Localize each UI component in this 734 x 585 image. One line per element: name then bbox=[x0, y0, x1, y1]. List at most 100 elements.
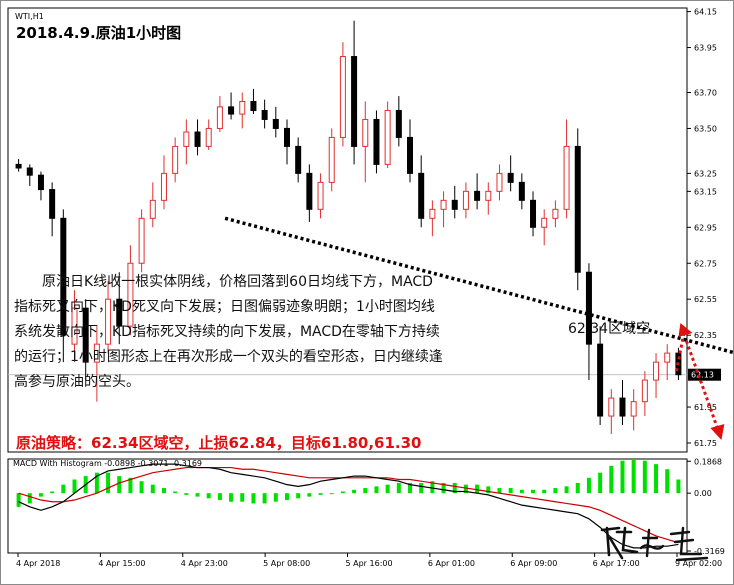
candle-body bbox=[317, 181, 324, 210]
candle-body bbox=[641, 379, 648, 403]
candle-body bbox=[362, 118, 369, 147]
macd-histogram-bar bbox=[631, 459, 636, 494]
macd-histogram-bar bbox=[229, 493, 234, 502]
candle-body bbox=[485, 190, 492, 201]
entry-arrow-line bbox=[674, 330, 686, 372]
candle-body bbox=[60, 217, 67, 336]
macd-histogram-bar bbox=[430, 481, 435, 494]
y-tick-label: 61.75 bbox=[694, 439, 717, 448]
macd-histogram-bar bbox=[262, 493, 267, 504]
y-tick-label: 61.95 bbox=[694, 403, 717, 412]
candle-body bbox=[272, 118, 279, 129]
x-tick-label: 6 Apr 17:00 bbox=[593, 559, 640, 568]
macd-histogram-bar bbox=[128, 477, 133, 494]
candle-body bbox=[205, 127, 212, 147]
candle-body bbox=[563, 145, 570, 210]
candle-body bbox=[160, 172, 167, 201]
macd-histogram-bar bbox=[586, 477, 591, 494]
macd-histogram-bar bbox=[16, 493, 21, 507]
candle-body bbox=[261, 109, 268, 120]
macd-histogram-bar bbox=[240, 493, 245, 502]
macd-histogram-bar bbox=[497, 488, 502, 494]
candle-body bbox=[608, 397, 615, 417]
candle-body bbox=[127, 262, 134, 327]
macd-histogram-bar bbox=[475, 484, 480, 494]
macd-histogram-bar bbox=[72, 479, 77, 494]
macd-histogram-bar bbox=[161, 488, 166, 494]
macd-histogram-bar bbox=[50, 491, 55, 494]
y-tick-label: 62.95 bbox=[694, 223, 717, 232]
candle-body bbox=[82, 307, 89, 363]
macd-histogram-bar bbox=[654, 464, 659, 494]
macd-histogram-bar bbox=[642, 460, 647, 494]
main-panel-border bbox=[7, 7, 688, 453]
candle-body bbox=[228, 106, 235, 115]
macd-histogram-bar bbox=[184, 493, 189, 495]
macd-histogram-bar bbox=[273, 493, 278, 502]
candle-body bbox=[149, 199, 156, 219]
y-tick-label: 62.35 bbox=[694, 331, 717, 340]
macd-histogram-bar bbox=[217, 493, 222, 501]
candle-body bbox=[653, 361, 660, 381]
macd-histogram-bar bbox=[463, 484, 468, 494]
candle-body bbox=[37, 174, 44, 191]
target-arrow-line bbox=[684, 340, 719, 429]
candle-body bbox=[373, 118, 380, 165]
resistance-trendline bbox=[224, 216, 734, 355]
candle-body bbox=[574, 145, 581, 273]
x-tick-label: 9 Apr 02:00 bbox=[675, 559, 722, 568]
macd-histogram-bar bbox=[575, 482, 580, 494]
candle-body bbox=[105, 298, 112, 345]
macd-histogram-bar bbox=[441, 482, 446, 494]
macd-y-tick-label: 0.00 bbox=[694, 489, 712, 498]
x-tick-label: 4 Apr 2018 bbox=[16, 559, 60, 568]
candle-body bbox=[71, 307, 78, 345]
macd-histogram-bar bbox=[251, 493, 256, 504]
macd-histogram-bar bbox=[419, 482, 424, 494]
candle-body bbox=[339, 56, 346, 138]
current-price-label: 62.13 bbox=[691, 371, 714, 380]
y-tick-label: 63.25 bbox=[694, 169, 717, 178]
macd-histogram-bar bbox=[542, 489, 547, 494]
entry-arrowhead bbox=[678, 322, 693, 337]
macd-histogram-bar bbox=[676, 479, 681, 494]
candle-body bbox=[283, 127, 290, 147]
target-arrowhead bbox=[710, 424, 725, 441]
candle-body bbox=[116, 298, 123, 327]
macd-histogram-bar bbox=[296, 493, 301, 499]
x-tick-label: 4 Apr 15:00 bbox=[98, 559, 145, 568]
candle-body bbox=[585, 271, 592, 345]
candle-body bbox=[328, 136, 335, 183]
analysis-text: 原油日K线收一根实体阴线，价格回落到60日均线下方，MACD指标死叉向下，KD死… bbox=[14, 274, 443, 390]
macd-histogram-bar bbox=[508, 488, 513, 494]
candle-body bbox=[395, 109, 402, 138]
strategy-text: 原油策略：62.34区域空，止损62.84，目标61.80,61.30 bbox=[16, 434, 422, 452]
y-tick-label: 62.75 bbox=[694, 259, 717, 268]
symbol-label: WTI,H1 bbox=[15, 12, 44, 21]
macd-histogram-bar bbox=[206, 493, 211, 499]
macd-histogram-bar bbox=[352, 489, 357, 494]
candle-body bbox=[295, 145, 302, 174]
macd-histogram-bar bbox=[531, 489, 536, 494]
candle-body bbox=[462, 190, 469, 210]
macd-histogram-bar bbox=[385, 484, 390, 494]
y-tick-label: 64.15 bbox=[694, 8, 717, 17]
x-tick-label: 5 Apr 16:00 bbox=[346, 559, 393, 568]
candle-body bbox=[440, 199, 447, 210]
chart-title: 2018.4.9.原油1小时图 bbox=[16, 24, 182, 42]
macd-signal-line bbox=[18, 466, 679, 544]
macd-histogram-bar bbox=[38, 493, 43, 497]
candle-body bbox=[250, 100, 257, 111]
candle-body bbox=[49, 189, 56, 219]
candle-body bbox=[418, 172, 425, 219]
macd-histogram-bar bbox=[329, 493, 334, 495]
x-tick-label: 6 Apr 09:00 bbox=[510, 559, 557, 568]
macd-indicator-label: MACD With Histogram -0.0898 -0.3071 -0.3… bbox=[13, 459, 202, 468]
macd-histogram-bar bbox=[396, 482, 401, 494]
candle-body bbox=[429, 208, 436, 219]
macd-histogram-bar bbox=[374, 486, 379, 494]
candle-body bbox=[93, 343, 100, 363]
macd-histogram-bar bbox=[340, 491, 345, 494]
macd-histogram-bar bbox=[117, 476, 122, 494]
candle-body bbox=[407, 136, 414, 174]
